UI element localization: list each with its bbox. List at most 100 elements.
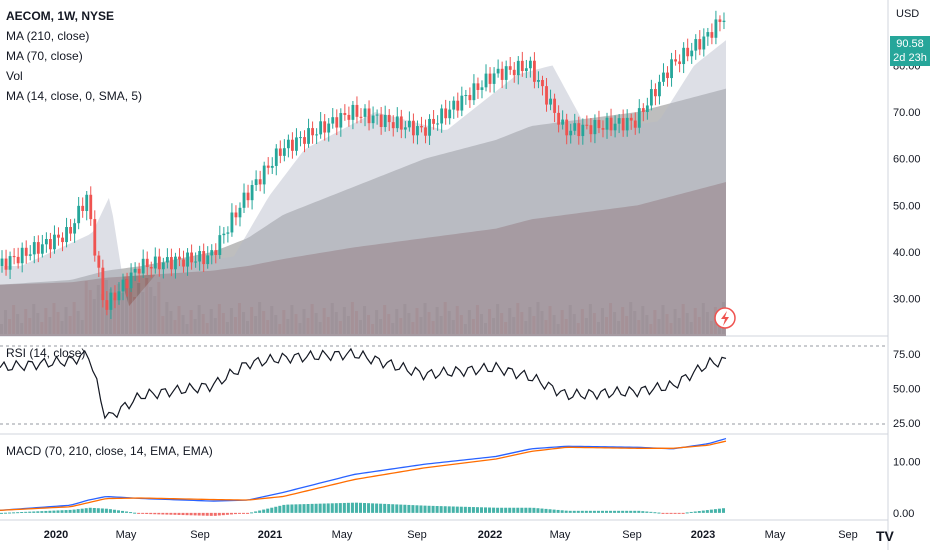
candle-body [109,292,113,310]
tradingview-logo[interactable]: TV [876,528,894,544]
macd-histogram-bar [717,508,721,513]
candle-body [500,68,504,80]
macd-histogram-bar [596,510,600,513]
macd-histogram-bar [552,509,556,513]
macd-histogram-bar [80,508,84,513]
macd-histogram-bar [108,509,112,513]
candle-body [93,219,97,256]
candle-body [645,105,649,113]
rsi-label[interactable]: RSI (14, close) [6,346,86,360]
candle-body [537,80,540,82]
candle-body [395,116,399,129]
candle-body [444,108,448,119]
price-pane [0,10,726,337]
alert-lightning-icon[interactable] [714,307,736,329]
time-tick-label: May [332,529,353,541]
price-tick-label: 60.00 [893,154,921,166]
candle-body [282,148,286,156]
candle-body [133,268,137,273]
candle-body [121,279,125,292]
candle-body [480,87,484,90]
macd-histogram-bar [213,512,217,516]
candle-body [36,242,40,254]
macd-histogram-bar [185,512,189,516]
macd-histogram-bar [157,512,161,515]
macd-histogram-bar [475,507,479,513]
legend: AECOM, 1W, NYSE MA (210, close) MA (70, … [6,6,142,106]
macd-histogram-bar [116,510,120,513]
candle-body [61,237,64,243]
candle-body [452,100,456,110]
macd-histogram-bar [137,512,141,514]
candle-body [702,36,706,50]
macd-histogram-bar [64,510,68,513]
macd-label[interactable]: MACD (70, 210, close, 14, EMA, EMA) [6,444,213,458]
candle-body [698,39,702,50]
macd-histogram-bar [149,512,153,515]
candle-body [686,47,690,57]
candle-body [165,257,169,263]
macd-histogram-bar [0,512,4,514]
macd-histogram-bar [669,512,673,514]
macd-histogram-bar [125,511,129,513]
candle-body [456,100,460,111]
candle-body [347,114,351,120]
candle-body [335,117,339,128]
candle-body [613,123,617,131]
candle-body [258,179,262,185]
macd-histogram-bar [560,510,564,513]
candle-body [295,137,298,151]
macd-histogram-bar [387,504,391,513]
symbol-title[interactable]: AECOM, 1W, NYSE [6,9,115,23]
macd-histogram-bar [358,502,362,513]
macd-histogram-bar [556,509,560,513]
candle-body [448,109,452,119]
candle-body [101,267,105,301]
candle-body [496,68,500,74]
candle-body [278,148,282,156]
macd-histogram-bar [32,511,36,513]
candle-body [363,108,367,117]
legend-vol[interactable]: Vol [6,69,23,83]
macd-histogram-bar [407,504,411,513]
candle-body [436,123,440,125]
macd-histogram-bar [173,512,177,515]
candle-body [561,119,565,125]
candle-body [545,86,548,105]
macd-histogram-bar [657,512,661,514]
macd-histogram-bar [258,510,262,513]
macd-histogram-bar [504,507,508,513]
macd-histogram-bar [391,504,395,513]
candle-body [246,192,250,201]
candle-body [238,207,242,218]
candle-body [407,120,411,128]
legend-ma70[interactable]: MA (70, close) [6,49,83,63]
candle-body [311,128,314,136]
candle-body [210,250,214,256]
macd-histogram-bar [181,512,185,516]
candle-body [722,20,726,22]
macd-histogram-bar [40,511,44,513]
macd-histogram-bar [709,509,713,513]
time-tick-label: Sep [622,529,642,541]
macd-histogram-bar [576,510,580,513]
time-tick-label: Sep [407,529,427,541]
macd-histogram-bar [270,507,274,513]
candle-body [242,192,246,208]
candle-body [190,252,193,263]
axis-labels: 80.0070.0060.0050.0040.0030.0075.0050.00… [44,60,921,541]
candle-body [609,117,613,131]
candle-body [420,126,423,128]
legend-vol-ma[interactable]: MA (14, close, 0, SMA, 5) [6,89,143,103]
candle-body [327,123,331,133]
macd-histogram-bar [697,511,701,513]
candle-body [649,89,653,106]
candle-body [553,98,556,113]
macd-histogram-bar [455,506,459,513]
candle-body [315,134,319,136]
macd-histogram-bar [16,512,20,514]
macd-histogram-bar [588,510,592,513]
legend-ma210[interactable]: MA (210, close) [6,29,90,43]
candle-body [674,59,677,62]
